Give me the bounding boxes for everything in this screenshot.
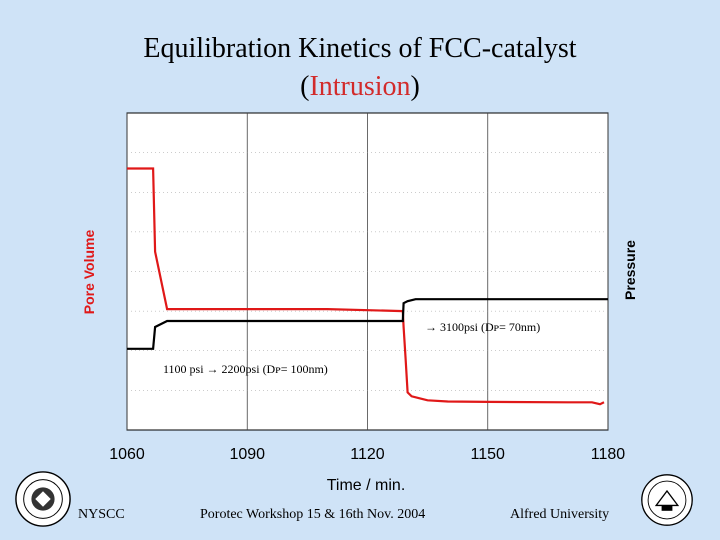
y-axis-title-right: Pressure xyxy=(622,240,638,300)
x-tick-label-1150: 1150 xyxy=(471,446,506,463)
series-layer xyxy=(127,167,608,406)
annotation-1100-2200psi: 1100 psi → 2200psi (Dᴘ= 100nm) xyxy=(163,362,328,376)
annotation-3100psi: → 3100psi (Dᴘ= 70nm) xyxy=(425,320,540,334)
x-tick-label-1090: 1090 xyxy=(229,446,265,463)
x-tick-label-1060: 1060 xyxy=(109,446,145,463)
slide-title: Equilibration Kinetics of FCC-catalyst (… xyxy=(0,30,720,106)
series-line-pressure xyxy=(127,298,608,350)
x-tick-label-1180: 1180 xyxy=(591,446,626,463)
footer-center: Porotec Workshop 15 & 16th Nov. 2004 xyxy=(200,507,426,522)
grid-lines xyxy=(126,113,609,430)
y-axis-title-left: Pore Volume xyxy=(81,230,97,315)
series-line-pore-volume xyxy=(127,167,605,406)
x-axis-title: Time / min. xyxy=(327,477,406,494)
title-paren-close: ) xyxy=(410,71,420,102)
university-seal-icon xyxy=(15,471,71,527)
x-tick-label-1120: 1120 xyxy=(350,446,385,463)
title-paren-open: ( xyxy=(300,71,310,102)
title-accent-word: Intrusion xyxy=(309,71,411,102)
title-line-2: (Intrusion) xyxy=(0,68,720,106)
footer-right: Alfred University xyxy=(510,507,610,522)
x-tick-labels: 1060 1090 1120 1150 1180 xyxy=(109,446,625,463)
title-line-1: Equilibration Kinetics of FCC-catalyst xyxy=(143,33,577,64)
footer-left: NYSCC xyxy=(78,507,125,522)
alfred-university-seal-icon xyxy=(641,474,693,526)
